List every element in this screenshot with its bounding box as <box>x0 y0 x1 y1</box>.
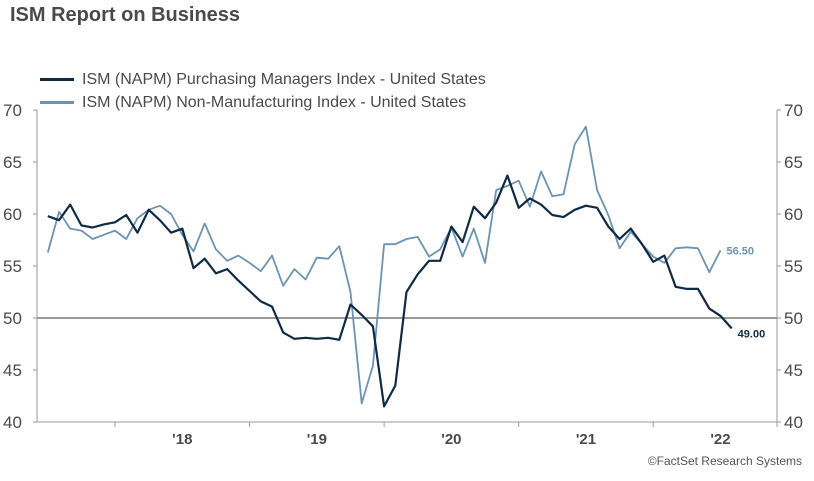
y-tick-label-left: 45 <box>3 361 22 380</box>
legend-label-pmi: ISM (NAPM) Purchasing Managers Index - U… <box>82 70 486 88</box>
y-tick-label-right: 70 <box>784 101 803 120</box>
legend: ISM (NAPM) Purchasing Managers Index - U… <box>40 68 486 114</box>
series-line-pmi <box>47 174 733 408</box>
credit-text: ©FactSet Research Systems <box>647 454 802 468</box>
legend-label-nmi: ISM (NAPM) Non-Manufacturing Index - Uni… <box>82 93 467 111</box>
x-tick-label: '18 <box>172 431 192 448</box>
x-tick-label: '21 <box>576 431 596 448</box>
y-tick-label-right: 50 <box>784 309 803 328</box>
y-tick-label-right: 60 <box>784 205 803 224</box>
y-tick-label-left: 40 <box>3 413 22 432</box>
last-value-label-nmi: 56.50 <box>726 245 754 257</box>
legend-item-nmi: ISM (NAPM) Non-Manufacturing Index - Uni… <box>40 91 486 114</box>
legend-item-pmi: ISM (NAPM) Purchasing Managers Index - U… <box>40 68 486 91</box>
y-tick-label-right: 55 <box>784 257 803 276</box>
x-tick-label: '22 <box>710 431 730 448</box>
legend-swatch-nmi <box>40 101 74 104</box>
y-tick-label-right: 65 <box>784 153 803 172</box>
last-value-label-pmi: 49.00 <box>738 328 766 340</box>
series-line-nmi <box>46 125 722 405</box>
y-tick-label-left: 60 <box>3 205 22 224</box>
legend-swatch-pmi <box>40 78 74 81</box>
y-tick-label-left: 65 <box>3 153 22 172</box>
y-tick-label-right: 40 <box>784 413 803 432</box>
chart-title: ISM Report on Business <box>10 4 241 26</box>
y-tick-label-left: 70 <box>3 101 22 120</box>
y-tick-label-left: 55 <box>3 257 22 276</box>
y-tick-label-left: 50 <box>3 309 22 328</box>
x-tick-label: '19 <box>307 431 327 448</box>
y-tick-label-right: 45 <box>784 361 803 380</box>
x-tick-label: '20 <box>441 431 461 448</box>
